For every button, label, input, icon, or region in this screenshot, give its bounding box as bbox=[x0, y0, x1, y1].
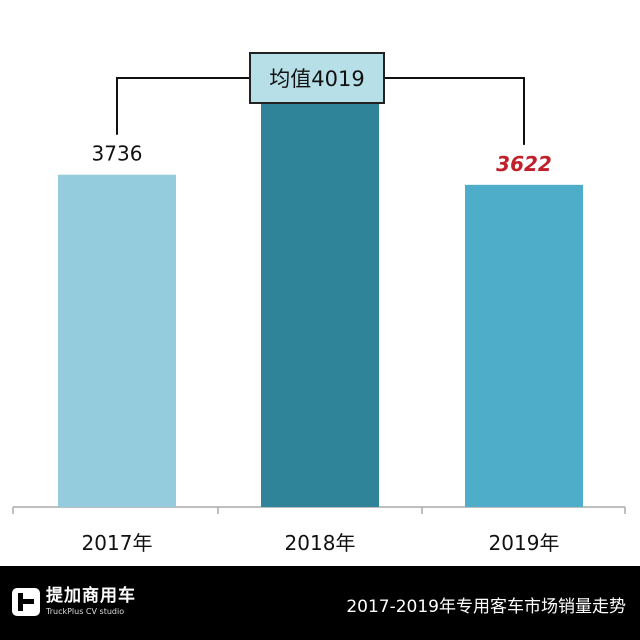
average-annotation: 均值4019 bbox=[249, 52, 385, 104]
category-label: 2017年 bbox=[82, 531, 153, 555]
bar-2019年 bbox=[465, 184, 583, 507]
average-bracket-line bbox=[116, 77, 525, 145]
value-label: 3622 bbox=[496, 152, 552, 176]
brand-logo: 提加商用车 TruckPlus CV studio bbox=[12, 586, 136, 618]
brand-logo-icon bbox=[12, 588, 40, 616]
footer-bar: 提加商用车 TruckPlus CV studio 2017-2019年专用客车… bbox=[0, 566, 640, 640]
category-label: 2018年 bbox=[285, 531, 356, 555]
value-label: 3736 bbox=[92, 142, 143, 166]
bar-2018年 bbox=[261, 88, 379, 507]
footer-title: 2017-2019年专用客车市场销量走势 bbox=[346, 597, 626, 617]
category-label: 2019年 bbox=[489, 531, 560, 555]
brand-name-cn: 提加商用车 bbox=[46, 586, 136, 606]
bar-2017年 bbox=[58, 174, 176, 507]
brand-name-en: TruckPlus CV studio bbox=[46, 607, 125, 616]
